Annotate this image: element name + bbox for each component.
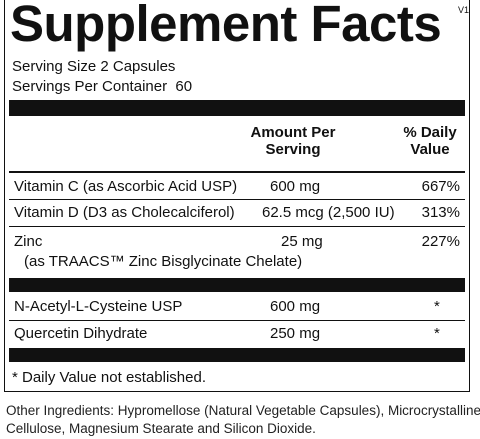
header-line: % Daily (403, 124, 457, 141)
nutrient-name: Vitamin C (as Ascorbic Acid USP) (14, 178, 238, 195)
rule (9, 199, 465, 200)
nutrient-name: Quercetin Dihydrate (14, 325, 148, 342)
amount: 600 mg (270, 298, 321, 315)
footnote: * Daily Value not established. (12, 369, 207, 386)
amount: 250 mg (270, 325, 321, 342)
amount: 62.5 mcg (2,500 IU) (262, 204, 395, 221)
header-line: Amount Per (250, 124, 336, 141)
daily-value: * (434, 325, 440, 342)
rule (9, 171, 465, 173)
other-ingredients: Other Ingredients: Hypromellose (Natural… (6, 403, 480, 418)
header-line: Value (410, 141, 450, 158)
amount-header: Amount Per Serving (236, 124, 350, 158)
daily-value: * (434, 298, 440, 315)
version: V1 (458, 5, 470, 15)
daily-value: 227% (421, 233, 460, 250)
thick-rule (9, 278, 465, 292)
thick-rule (9, 348, 465, 362)
dv-header: % Daily Value (390, 124, 470, 158)
servings-per-container: Servings Per Container 60 (12, 78, 193, 95)
thick-rule (9, 100, 465, 116)
daily-value: 313% (421, 204, 460, 221)
other-ingredients: Cellulose, Magnesium Stearate and Silico… (6, 421, 316, 436)
amount: 600 mg (270, 178, 321, 195)
nutrient-note: (as TRAACS™ Zinc Bisglycinate Chelate) (24, 253, 303, 270)
serving-size: Serving Size 2 Capsules (12, 58, 176, 75)
rule (9, 226, 465, 227)
daily-value: 667% (421, 178, 460, 195)
nutrient-name: Vitamin D (D3 as Cholecalciferol) (14, 204, 235, 221)
title: Supplement Facts (10, 0, 442, 52)
amount: 25 mg (281, 233, 323, 250)
rule (9, 320, 465, 321)
nutrient-name: N-Acetyl-L-Cysteine USP (14, 298, 183, 315)
label-border (4, 0, 470, 392)
header-line: Serving (265, 141, 321, 158)
nutrient-name: Zinc (14, 233, 43, 250)
